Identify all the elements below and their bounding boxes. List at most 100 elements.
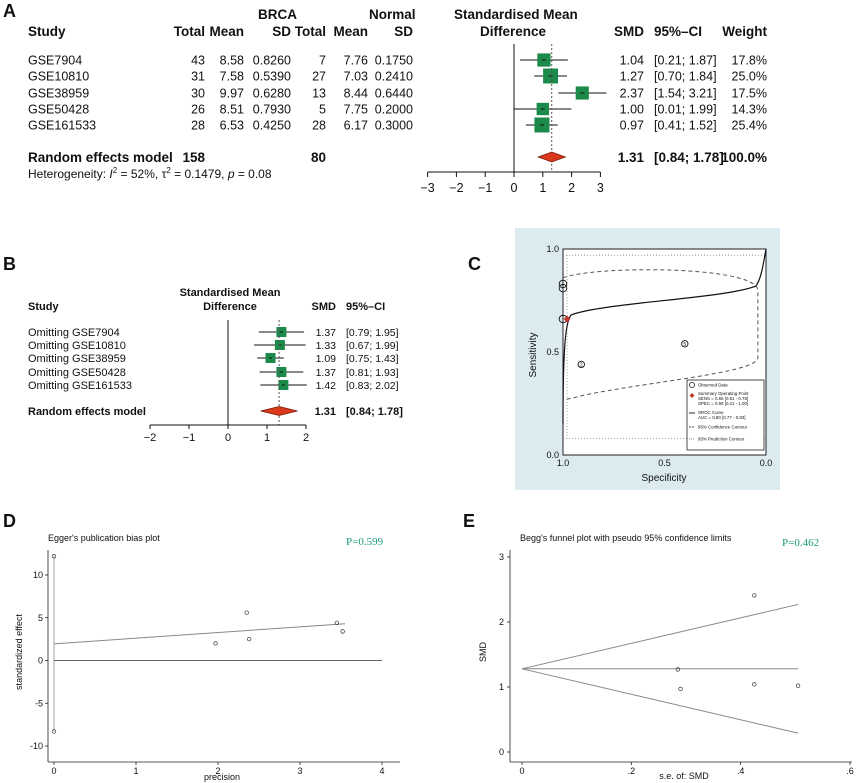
heterogeneity-text: Heterogeneity: I2 = 52%, τ2 = 0.1479, p …: [28, 166, 272, 181]
b-x-tick-label: 1: [264, 432, 270, 444]
omit-ci-value: [0.67; 1.99]: [346, 340, 399, 352]
brca-sd: 0.6280: [253, 87, 291, 101]
panel-label-e: E: [463, 511, 475, 531]
smd-value: 0.97: [620, 119, 644, 133]
begg-y-tick-label: 1: [499, 682, 504, 692]
b-col-ci: 95%–CI: [346, 301, 385, 313]
weight-value: 14.3%: [732, 103, 767, 117]
study-name: GSE50428: [28, 103, 89, 117]
egger-x-tick-label: 4: [379, 766, 384, 776]
egger-p-value: P=0.599: [346, 536, 384, 548]
col-ci: 95%–CI: [654, 24, 702, 39]
sroc-x-tick: 1.0: [557, 458, 570, 468]
brca-total: 28: [191, 119, 205, 133]
normal-sd: 0.1750: [375, 54, 413, 68]
omit-study-name: Omitting GSE161533: [28, 380, 132, 392]
forest-a-rows: GSE7904 43 8.58 0.8260 7 7.76 0.1750 1.04 [0.21;…: [28, 54, 767, 133]
begg-plot: 0 1 2 3 0 .2 .4 .6: [499, 550, 854, 776]
panel-a: A BRCA Normal Standardised Mean Study To…: [3, 1, 767, 195]
begg-x-label: s.e. of: SMD: [659, 771, 709, 781]
forest-b-rows: Omitting GSE7904 1.37 [0.79; 1.95] Omitting…: [28, 327, 399, 392]
sroc-x-tick: 0.5: [658, 458, 671, 468]
observed-point: [558, 279, 568, 289]
sroc-x-label: Specificity: [641, 473, 686, 484]
b-x-tick-label: 0: [225, 432, 231, 444]
smd-value: 1.04: [620, 54, 644, 68]
panel-label-c: C: [468, 254, 481, 274]
normal-mean: 7.75: [344, 103, 368, 117]
normal-total: 5: [319, 103, 326, 117]
egger-plot: 10 5 0 -5 -10 0 1 2 3 4: [30, 550, 400, 776]
ci-value: [0.70; 1.84]: [654, 70, 717, 84]
ci-value: [0.41; 1.52]: [654, 119, 717, 133]
begg-x-tick-label: .2: [628, 766, 636, 776]
panel-b: B Standardised Mean Study Difference SMD…: [3, 254, 403, 444]
brca-mean: 7.58: [220, 70, 244, 84]
normal-mean: 7.76: [344, 54, 368, 68]
summary-weight-a: 100.0%: [721, 150, 767, 165]
omit-ci-value: [0.75; 1.43]: [346, 353, 399, 365]
smd-value: 1.00: [620, 103, 644, 117]
normal-total: 13: [312, 87, 326, 101]
egger-x-tick-label: 0: [51, 766, 56, 776]
legend-prediction-text: 95% Prediction Contour: [698, 437, 745, 442]
b-x-tick-label: −1: [183, 432, 196, 444]
egger-point: [247, 636, 252, 642]
col-sd-brca: SD: [272, 24, 291, 39]
begg-x-tick-label: .6: [846, 766, 854, 776]
smd-header-line2: Difference: [480, 24, 547, 39]
egger-point: [51, 729, 57, 734]
b-col-smd: SMD: [312, 301, 337, 313]
omit-ci-value: [0.81; 1.93]: [346, 367, 399, 379]
confidence-contour: [562, 269, 759, 400]
sroc-plot: 1.0 1.0 0.5 0.5 0.0 0.0 5 2 Observed Data Summary…: [546, 244, 772, 468]
legend-observed-text: Observed Data: [698, 383, 728, 388]
egger-point: [213, 641, 218, 646]
observed-point: [577, 360, 585, 369]
begg-title: Begg's funnel plot with pseudo 95% confi…: [520, 533, 732, 543]
begg-point: [795, 683, 801, 688]
normal-total: 28: [312, 119, 326, 133]
begg-p-value: P=0.462: [782, 537, 819, 549]
col-total-brca: Total: [174, 24, 205, 39]
egger-y-tick-label: -10: [30, 741, 43, 751]
begg-y-tick-label: 3: [499, 552, 504, 562]
brca-sd: 0.7930: [253, 103, 291, 117]
normal-sd: 0.2000: [375, 103, 413, 117]
sroc-y-tick: 0.0: [546, 450, 559, 460]
brca-mean: 8.51: [220, 103, 244, 117]
col-smd: SMD: [614, 24, 644, 39]
panel-label-b: B: [3, 254, 16, 274]
omit-study-name: Omitting GSE7904: [28, 327, 120, 339]
egger-point: [51, 554, 57, 559]
forest-b-plot: −2 −1 0 1 2: [144, 320, 309, 444]
summary-ci-a: [0.84; 1.78]: [654, 150, 724, 165]
sroc-y-tick: 1.0: [546, 244, 559, 254]
observed-point: [558, 283, 568, 293]
b-col-study: Study: [28, 301, 59, 313]
x-tick-label: 2: [568, 181, 575, 195]
legend-spec-text: SPEC = 0.98 [0.21 - 1.00]: [698, 401, 748, 406]
egger-title: Egger's publication bias plot: [48, 533, 160, 543]
b-x-tick-label: −2: [144, 432, 157, 444]
omit-smd-value: 1.37: [316, 327, 337, 339]
summary-operating-point: [563, 315, 571, 323]
normal-sd: 0.6440: [375, 87, 413, 101]
omit-smd-value: 1.33: [316, 340, 337, 352]
panel-e: E Begg's funnel plot with pseudo 95% con…: [463, 511, 854, 781]
egger-y-tick-label: 0: [38, 656, 43, 666]
weight-value: 17.8%: [732, 54, 767, 68]
x-tick-label: −2: [449, 181, 463, 195]
panel-c: C 1.0 1.0 0.5 0.5 0.0 0.0 5 2 Observed Data Summa…: [468, 228, 780, 490]
normal-sd: 0.3000: [375, 119, 413, 133]
normal-total: 7: [319, 54, 326, 68]
legend-summary-text: Summary Operating Point: [698, 391, 749, 396]
col-total-normal: Total: [295, 24, 326, 39]
brca-sd: 0.8260: [253, 54, 291, 68]
observed-point-label: 2: [580, 362, 583, 368]
begg-point: [675, 667, 680, 672]
brca-total: 31: [191, 70, 205, 84]
egger-x-label: precision: [204, 772, 240, 782]
brca-mean: 9.97: [220, 87, 244, 101]
